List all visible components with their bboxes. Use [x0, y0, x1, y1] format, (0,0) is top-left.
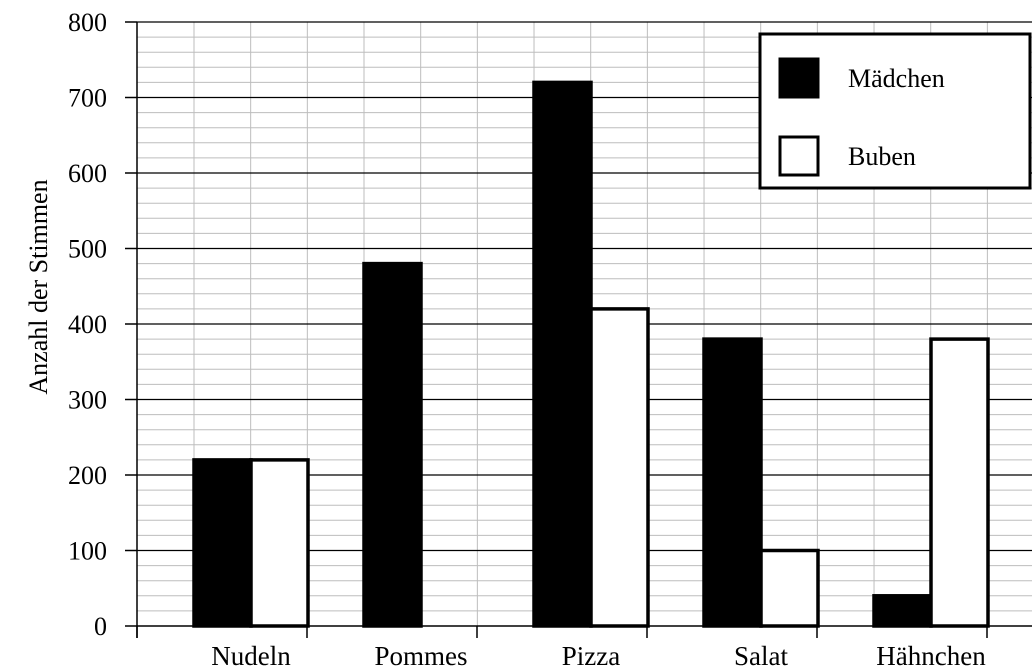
x-category-label: Salat	[734, 641, 788, 671]
bar-maedchen-hähnchen	[872, 594, 933, 628]
y-tick-label: 0	[94, 612, 107, 641]
y-tick-label: 300	[68, 386, 107, 415]
y-tick-labels: 0 100 200 300 400 500 600 700 800	[68, 8, 107, 641]
x-category-label: Pizza	[562, 641, 620, 671]
legend: Mädchen Buben	[758, 32, 1032, 190]
y-tick-label: 100	[68, 537, 107, 566]
legend-label-maedchen: Mädchen	[848, 64, 945, 93]
x-category-label: Hähnchen	[876, 641, 986, 671]
bar-maedchen-nudeln	[192, 458, 253, 628]
axes	[125, 21, 1032, 638]
legend-swatch-maedchen	[778, 57, 820, 99]
bar-buben-pizza	[589, 307, 650, 628]
legend-swatch-buben	[778, 135, 820, 177]
y-tick-label: 700	[68, 84, 107, 113]
legend-label-buben: Buben	[848, 142, 916, 171]
y-tick-label: 400	[68, 310, 107, 339]
x-category-labels: Nudeln Pommes Pizza Salat Hähnchen	[211, 641, 986, 671]
x-category-label: Nudeln	[211, 641, 291, 671]
bar-buben-salat	[759, 548, 820, 628]
bar-buben-hähnchen	[929, 337, 990, 628]
bar-buben-nudeln	[249, 458, 310, 628]
y-tick-label: 600	[68, 159, 107, 188]
y-axis-title: Anzahl der Stimmen	[24, 179, 53, 394]
bars	[192, 80, 990, 628]
bar-maedchen-salat	[702, 337, 763, 628]
y-tick-label: 200	[68, 461, 107, 490]
bar-maedchen-pizza	[532, 80, 593, 628]
x-category-label: Pommes	[374, 641, 467, 671]
y-tick-label: 800	[68, 8, 107, 37]
bar-maedchen-pommes	[362, 261, 423, 628]
y-tick-label: 500	[68, 235, 107, 264]
